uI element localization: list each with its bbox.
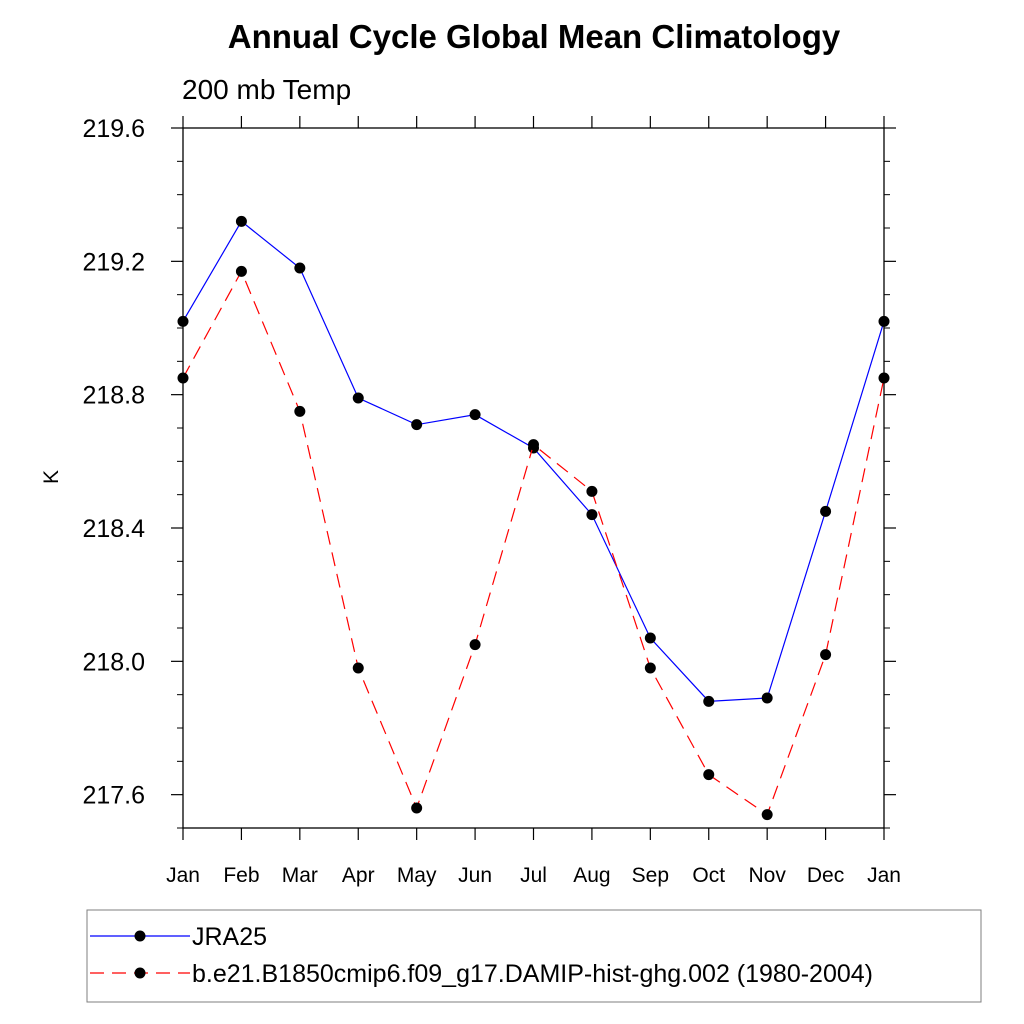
series-layer (177, 215, 890, 821)
x-tick-label: Oct (692, 864, 725, 887)
data-point (761, 809, 773, 821)
y-tick-label: 218.4 (82, 515, 145, 543)
y-tick-label: 218.0 (82, 648, 145, 676)
data-point (294, 405, 306, 417)
legend-marker (134, 967, 146, 979)
legend: JRA25 b.e21.B1850cmip6.f09_g17.DAMIP-hist… (86, 909, 982, 1003)
data-point (352, 662, 364, 674)
data-point (761, 692, 773, 704)
x-tick-label: Aug (573, 864, 610, 887)
data-point (352, 392, 364, 404)
x-tick-label: Jul (520, 864, 547, 887)
data-point (586, 485, 598, 497)
data-point (235, 265, 247, 277)
x-tick-label: Jun (458, 864, 492, 887)
series-line (182, 220, 885, 702)
data-point (820, 649, 832, 661)
data-point (820, 505, 832, 517)
legend-marker (134, 930, 146, 942)
data-point (469, 639, 481, 651)
data-point (177, 315, 189, 327)
x-tick-label: Feb (223, 864, 259, 887)
data-point (411, 419, 423, 431)
data-point (469, 409, 481, 421)
data-point (528, 439, 539, 451)
x-tick-label: Jan (867, 864, 901, 887)
x-tick-label: Jan (166, 864, 200, 887)
plot-frame (182, 127, 885, 829)
legend-label: JRA25 (192, 923, 267, 951)
x-tick-label: May (397, 864, 437, 887)
x-tick-label: Dec (807, 864, 844, 887)
axes: 217.6 218.0 218.4 218.8 219.2 219.6 Jan Feb Mar A… (82, 115, 900, 887)
data-point (878, 315, 890, 327)
y-tick-label: 217.6 (82, 782, 145, 810)
data-point (411, 802, 423, 814)
data-point (586, 509, 598, 521)
y-tick-label: 219.6 (82, 115, 145, 143)
legend-label: b.e21.B1850cmip6.f09_g17.DAMIP-hist-ghg.… (192, 960, 873, 988)
chart-title: Annual Cycle Global Mean Climatology (228, 18, 841, 55)
x-tick-label: Apr (342, 864, 375, 887)
x-tick-label: Mar (282, 864, 318, 887)
series-2 (177, 265, 890, 821)
y-tick-label: 218.8 (82, 382, 145, 410)
data-point (644, 662, 656, 674)
data-point (703, 695, 715, 707)
data-point (294, 262, 306, 274)
x-tick-label: Sep (632, 864, 669, 887)
data-point (644, 632, 656, 644)
series-1 (177, 215, 890, 707)
x-tick-label: Nov (748, 864, 786, 887)
chart-subtitle: 200 mb Temp (182, 74, 351, 105)
data-point (235, 215, 247, 227)
y-tick-label: 219.2 (82, 248, 145, 276)
data-point (703, 769, 715, 781)
legend-box (86, 909, 982, 1003)
series-line (182, 269, 885, 816)
data-point (878, 372, 890, 384)
y-axis-label: K (40, 470, 63, 484)
data-point (177, 372, 189, 384)
